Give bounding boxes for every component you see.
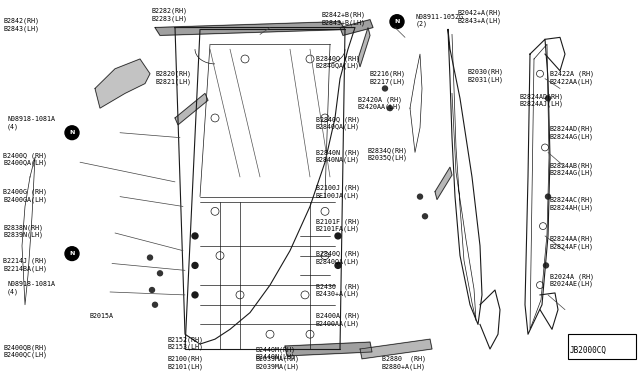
- Polygon shape: [175, 93, 208, 125]
- Polygon shape: [435, 167, 452, 199]
- Polygon shape: [155, 22, 345, 35]
- Text: B2440M(RH)
B2440N(LH): B2440M(RH) B2440N(LH): [256, 346, 296, 360]
- Circle shape: [192, 233, 198, 239]
- Polygon shape: [360, 339, 432, 359]
- Text: B2824AC(RH)
B2824AH(LH): B2824AC(RH) B2824AH(LH): [550, 197, 594, 211]
- Circle shape: [147, 255, 152, 260]
- Text: B2420A (RH)
B2420AA(LH): B2420A (RH) B2420AA(LH): [358, 96, 402, 110]
- Text: B2824AB(RH)
B2824AG(LH): B2824AB(RH) B2824AG(LH): [550, 162, 594, 176]
- Text: B2840Q (RH)
B2840QA(LH): B2840Q (RH) B2840QA(LH): [316, 116, 360, 130]
- Circle shape: [65, 247, 79, 260]
- Text: B2422A (RH)
B2422AA(LH): B2422A (RH) B2422AA(LH): [550, 71, 594, 85]
- Text: B2880  (RH)
B2880+A(LH): B2880 (RH) B2880+A(LH): [382, 356, 426, 370]
- Circle shape: [335, 263, 341, 268]
- Text: B2840N (RH)
B2840NA(LH): B2840N (RH) B2840NA(LH): [316, 150, 360, 163]
- Circle shape: [192, 292, 198, 298]
- Text: B2100(RH)
B2101(LH): B2100(RH) B2101(LH): [168, 356, 204, 370]
- Polygon shape: [340, 20, 373, 35]
- Text: JB2000CQ: JB2000CQ: [570, 346, 607, 355]
- Circle shape: [150, 288, 154, 292]
- Circle shape: [387, 106, 392, 110]
- Text: B2820(RH)
B2821(LH): B2820(RH) B2821(LH): [155, 71, 191, 85]
- Text: N: N: [69, 130, 75, 135]
- Text: B2024A (RH)
B2024AE(LH): B2024A (RH) B2024AE(LH): [550, 273, 594, 287]
- Circle shape: [417, 194, 422, 199]
- Bar: [568, 334, 636, 359]
- Text: B2824AD(RH)
B2824AG(LH): B2824AD(RH) B2824AG(LH): [550, 126, 594, 140]
- Text: N: N: [394, 19, 400, 24]
- Circle shape: [545, 96, 550, 101]
- Circle shape: [383, 86, 387, 91]
- Circle shape: [545, 194, 550, 199]
- Text: B2400Q (RH)
B2400QA(LH): B2400Q (RH) B2400QA(LH): [3, 153, 47, 166]
- Polygon shape: [95, 59, 150, 108]
- Text: B2840Q (RH)
B2840QA(LH): B2840Q (RH) B2840QA(LH): [316, 55, 360, 69]
- Circle shape: [65, 126, 79, 140]
- Text: B2039MA(RH)
B2039MA(LH): B2039MA(RH) B2039MA(LH): [256, 356, 300, 370]
- Text: B2216(RH)
B2217(LH): B2216(RH) B2217(LH): [370, 71, 406, 85]
- Polygon shape: [358, 28, 370, 67]
- Text: B2842(RH)
B2843(LH): B2842(RH) B2843(LH): [3, 18, 39, 32]
- Text: N: N: [69, 251, 75, 256]
- Text: B2030(RH)
B2031(LH): B2030(RH) B2031(LH): [468, 69, 504, 83]
- Circle shape: [335, 233, 341, 239]
- Text: B2430  (RH)
B2430+A(LH): B2430 (RH) B2430+A(LH): [316, 283, 360, 297]
- Circle shape: [422, 214, 428, 219]
- Polygon shape: [285, 342, 372, 356]
- Text: B2214J (RH)
B2214BA(LH): B2214J (RH) B2214BA(LH): [3, 257, 47, 272]
- Text: B2834Q(RH)
B2035Q(LH): B2834Q(RH) B2035Q(LH): [368, 147, 408, 161]
- Circle shape: [543, 263, 548, 268]
- Text: B2282(RH)
B2283(LH): B2282(RH) B2283(LH): [152, 8, 188, 22]
- Text: B2100J (RH)
BE100JA(LH): B2100J (RH) BE100JA(LH): [316, 185, 360, 199]
- Text: B2400G (RH)
B2400GA(LH): B2400G (RH) B2400GA(LH): [3, 189, 47, 203]
- Text: N08918-1081A
(4): N08918-1081A (4): [7, 116, 55, 129]
- Text: B2400QB(RH)
B2400QC(LH): B2400QB(RH) B2400QC(LH): [3, 344, 47, 358]
- Text: B2838N(RH)
B2839N(LH): B2838N(RH) B2839N(LH): [3, 224, 43, 238]
- Text: B2400A (RH)
B2400AA(LH): B2400A (RH) B2400AA(LH): [316, 312, 360, 327]
- Circle shape: [152, 302, 157, 307]
- Circle shape: [390, 15, 404, 29]
- Text: B2824AD(RH)
B2824AJ(LH): B2824AD(RH) B2824AJ(LH): [520, 93, 564, 108]
- Text: N08911-1052G
(2): N08911-1052G (2): [416, 14, 464, 27]
- Text: B2824AA(RH)
B2824AF(LH): B2824AA(RH) B2824AF(LH): [550, 236, 594, 250]
- Circle shape: [192, 263, 198, 268]
- Text: B2015A: B2015A: [90, 312, 114, 318]
- Text: B2840Q (RH)
B2840QA(LH): B2840Q (RH) B2840QA(LH): [316, 251, 360, 265]
- Text: B2101F (RH)
B2101FA(LH): B2101F (RH) B2101FA(LH): [316, 218, 360, 232]
- Text: B2042+A(RH)
B2843+A(LH): B2042+A(RH) B2843+A(LH): [457, 10, 501, 24]
- Text: B2152(RH)
B2153(LH): B2152(RH) B2153(LH): [168, 336, 204, 350]
- Circle shape: [157, 271, 163, 276]
- Text: N08918-1081A
(4): N08918-1081A (4): [7, 281, 55, 295]
- Text: B2842+B(RH)
B2843+B(LH): B2842+B(RH) B2843+B(LH): [322, 12, 366, 26]
